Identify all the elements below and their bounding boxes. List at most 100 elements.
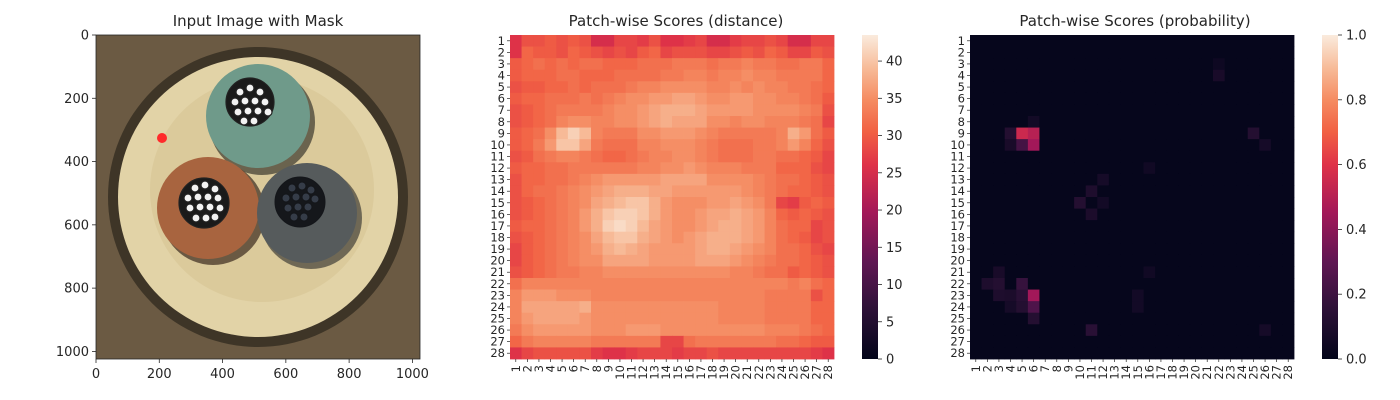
heatmap-cell: [544, 301, 557, 314]
heatmap-cell: [753, 127, 765, 140]
heatmap-cell: [1178, 127, 1191, 140]
heatmap-cell: [1120, 185, 1133, 198]
heatmap-cell: [1201, 139, 1214, 152]
heatmap-cell: [718, 35, 731, 47]
heatmap-cell: [1189, 312, 1202, 325]
heatmap-cell: [660, 139, 673, 152]
heatmap-cell: [1166, 127, 1179, 140]
heatmap-cell: [533, 289, 546, 302]
colorbar-tick-label: 0.6: [1346, 158, 1367, 173]
y-tick-label: 10: [950, 138, 965, 152]
heatmap-cell: [637, 69, 650, 82]
heatmap-cell: [579, 58, 592, 71]
heatmap-cell: [1270, 58, 1283, 71]
heatmap-cell: [579, 335, 592, 348]
heatmap-cell: [1004, 162, 1017, 175]
heatmap-cell: [718, 220, 731, 233]
heatmap-cell: [753, 162, 765, 175]
heatmap-cell: [810, 335, 823, 348]
heatmap-cell: [1120, 162, 1133, 175]
heatmap-cell: [1132, 92, 1144, 105]
heatmap-cell: [822, 266, 835, 279]
heatmap-cell: [591, 231, 603, 244]
heatmap-cell: [1120, 243, 1133, 256]
heatmap-cell: [729, 150, 742, 163]
heatmap-cell: [648, 347, 661, 360]
heatmap-cell: [1097, 69, 1110, 82]
heatmap-cell: [718, 289, 731, 302]
heatmap-cell: [637, 150, 650, 163]
heatmap-cell: [533, 173, 546, 186]
heatmap-cell: [741, 185, 754, 198]
heatmap-cell: [718, 266, 731, 279]
heatmap-cell: [1039, 58, 1052, 71]
heatmap-cell: [764, 162, 777, 175]
heatmap-cell: [1027, 208, 1040, 221]
heatmap-cell: [1120, 116, 1133, 128]
heatmap-cell: [579, 116, 592, 128]
heatmap-cell: [1155, 127, 1168, 140]
x-tick-label: 3: [992, 365, 1006, 372]
heatmap-cell: [1236, 46, 1249, 59]
heatmap-cell: [981, 254, 994, 267]
heatmap-cell: [787, 254, 800, 267]
heatmap-cell: [1039, 335, 1052, 348]
heatmap-cell: [1027, 243, 1040, 256]
y-tick-label: 5: [958, 80, 965, 94]
heatmap-cell: [1259, 46, 1272, 59]
heatmap-cell: [787, 301, 800, 314]
heatmap-cell: [614, 127, 627, 140]
heatmap-cell: [993, 46, 1006, 59]
heatmap-cell: [753, 266, 765, 279]
heatmap-cell: [1166, 81, 1179, 94]
heatmap-cell: [1074, 335, 1087, 348]
y-tick-label: 20: [490, 254, 505, 268]
heatmap-cell: [1166, 46, 1179, 59]
strand: [299, 212, 309, 222]
heatmap-cell: [993, 58, 1006, 71]
heatmap-cell: [544, 254, 557, 267]
heatmap-cell: [695, 127, 708, 140]
heatmap-cell: [602, 347, 615, 360]
heatmap-cell: [648, 150, 661, 163]
heatmap-cell: [1201, 254, 1214, 267]
heatmap-cell: [1074, 254, 1087, 267]
colorbar-tick-label: 5: [886, 315, 894, 330]
heatmap-cell: [970, 92, 982, 105]
heatmap-cell: [1016, 69, 1029, 82]
heatmap-cell: [1236, 266, 1249, 279]
heatmap-cell: [1016, 254, 1029, 267]
heatmap-cell: [1074, 231, 1087, 244]
heatmap-cell: [695, 116, 708, 128]
heatmap-cell: [683, 289, 696, 302]
heatmap-cell: [706, 35, 719, 47]
heatmap-cell: [1282, 266, 1295, 279]
y-tick-labels: 1234567891011121314151617181920212223242…: [950, 34, 970, 360]
heatmap-cell: [1236, 127, 1249, 140]
heatmap-cell: [1189, 150, 1202, 163]
heatmap-cell: [1213, 278, 1225, 290]
heatmap-cell: [787, 92, 800, 105]
heatmap-cell: [521, 173, 534, 186]
heatmap-cell: [637, 35, 650, 47]
heatmap-cell: [1016, 185, 1029, 198]
heatmap-cell: [648, 278, 661, 290]
heatmap-cell: [822, 243, 835, 256]
heatmap-cell: [544, 243, 557, 256]
heatmap-cell: [556, 58, 569, 71]
heatmap-cell: [1224, 301, 1237, 314]
x-tick-label: 5: [555, 365, 569, 372]
heatmap-cell: [1097, 208, 1110, 221]
heatmap-cell: [1213, 301, 1225, 314]
heatmap-cell: [706, 243, 719, 256]
heatmap-cell: [1016, 220, 1029, 233]
heatmap-cell: [1051, 173, 1063, 186]
heatmap-cell: [729, 254, 742, 267]
heatmap-cell: [1166, 92, 1179, 105]
heatmap-cell: [787, 289, 800, 302]
heatmap-cell: [660, 127, 673, 140]
heatmap-cell: [556, 254, 569, 267]
heatmap-cell: [1085, 231, 1098, 244]
heatmap-cell: [556, 92, 569, 105]
heatmap-cell: [1213, 254, 1225, 267]
